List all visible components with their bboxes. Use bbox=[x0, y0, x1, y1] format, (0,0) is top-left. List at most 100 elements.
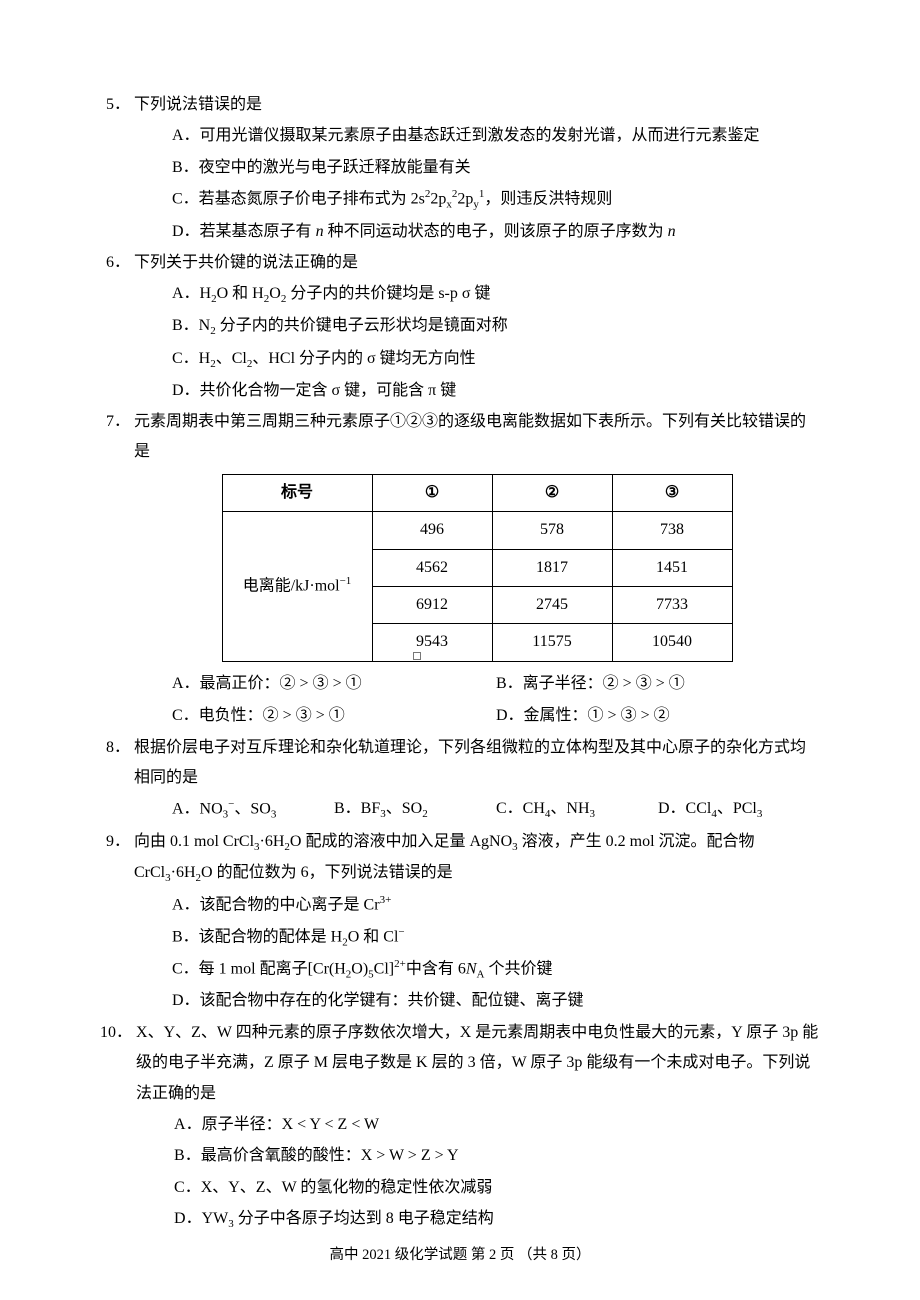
t: B．该配合物的配体是 H bbox=[172, 928, 342, 945]
cell: 496 bbox=[372, 512, 492, 549]
q10-num: 10． bbox=[100, 1018, 136, 1236]
page-footer: 高中 2021 级化学试题 第 2 页 （共 8 页） bbox=[0, 1242, 920, 1270]
cell: 7733 bbox=[612, 586, 732, 623]
sub: x bbox=[446, 199, 452, 211]
q9-stem: 向由 0.1 mol CrCl3·6H2O 配成的溶液中加入足量 AgNO3 溶… bbox=[134, 833, 755, 881]
th-2: ② bbox=[492, 474, 612, 511]
t: O) bbox=[351, 960, 368, 977]
t: 分子内的共价键均是 s-p σ 键 bbox=[286, 285, 490, 302]
cell: 4562 bbox=[372, 549, 492, 586]
cell: 2745 bbox=[492, 586, 612, 623]
q7-table: 标号 ① ② ③ 电离能/kJ·mol−1 496 578 738 4562 1… bbox=[222, 474, 733, 662]
sup: 3+ bbox=[380, 894, 392, 906]
sub: 3 bbox=[271, 809, 277, 821]
question-7: 7． 元素周期表中第三周期三种元素原子①②③的逐级电离能数据如下表所示。下列有关… bbox=[100, 407, 820, 733]
q8-num: 8． bbox=[100, 733, 134, 827]
cell: 1817 bbox=[492, 549, 612, 586]
t: 、HCl 分子内的 σ 键均无方向性 bbox=[252, 350, 475, 367]
t: C．CH bbox=[496, 800, 545, 817]
t: O 配成的溶液中加入足量 AgNO bbox=[290, 833, 512, 850]
q8-opt-c: C．CH4、NH3 bbox=[496, 794, 658, 825]
q5-c-post: ，则违反洪特规则 bbox=[484, 191, 612, 208]
sub: 2 bbox=[422, 808, 428, 820]
q9-opt-b: B．该配合物的配体是 H2O 和 Cl− bbox=[172, 922, 820, 953]
q8-opt-b: B．BF3、SO2 bbox=[334, 794, 496, 825]
cell: 10540 bbox=[612, 624, 732, 661]
t: C．H bbox=[172, 350, 210, 367]
th-3: ③ bbox=[612, 474, 732, 511]
cell: 11575 bbox=[492, 624, 612, 661]
cell: 9543 bbox=[372, 624, 492, 661]
question-9: 9． 向由 0.1 mol CrCl3·6H2O 配成的溶液中加入足量 AgNO… bbox=[100, 827, 820, 1018]
q10-opt-a: A．原子半径：X < Y < Z < W bbox=[174, 1110, 820, 1140]
sup: 2 bbox=[452, 188, 458, 200]
t: D．CCl bbox=[658, 800, 711, 817]
t: A．NO bbox=[172, 801, 223, 818]
t: B．BF bbox=[334, 800, 380, 817]
q7-opt-b: B．离子半径：② > ③ > ① bbox=[496, 669, 820, 699]
t: D．YW bbox=[174, 1210, 228, 1227]
q5-d-2: 种不同运动状态的电子，则该原子的原子序数为 bbox=[324, 223, 668, 240]
t: 向由 0.1 mol CrCl bbox=[134, 833, 254, 850]
t: 个共价键 bbox=[484, 960, 552, 977]
th-1: ① bbox=[372, 474, 492, 511]
q6-num: 6． bbox=[100, 248, 134, 407]
q5-stem: 下列说法错误的是 bbox=[134, 96, 262, 113]
sup: −1 bbox=[340, 575, 352, 587]
q5-num: 5． bbox=[100, 90, 134, 248]
q5-opt-d: D．若某基态原子有 n 种不同运动状态的电子，则该原子的原子序数为 n bbox=[172, 217, 820, 247]
q8-stem: 根据价层电子对互斥理论和杂化轨道理论，下列各组微粒的立体构型及其中心原子的杂化方… bbox=[134, 739, 806, 786]
cell: 738 bbox=[612, 512, 732, 549]
var-n: n bbox=[668, 223, 676, 240]
q6-opt-d: D．共价化合物一定含 σ 键，可能含 π 键 bbox=[172, 376, 820, 406]
t: O 和 Cl bbox=[348, 928, 399, 945]
cell: 6912 bbox=[372, 586, 492, 623]
row-label: 电离能/kJ·mol−1 bbox=[222, 512, 372, 662]
punch-mark bbox=[413, 652, 421, 660]
question-8: 8． 根据价层电子对互斥理论和杂化轨道理论，下列各组微粒的立体构型及其中心原子的… bbox=[100, 733, 820, 827]
t: O 和 H bbox=[217, 285, 264, 302]
q5-opt-a: A．可用光谱仪摄取某元素原子由基态跃迁到激发态的发射光谱，从而进行元素鉴定 bbox=[172, 121, 820, 151]
t: 、Cl bbox=[216, 350, 247, 367]
q7-opt-a: A．最高正价：② > ③ > ① bbox=[172, 669, 496, 699]
t: 、PCl bbox=[717, 800, 757, 817]
t: 中含有 6 bbox=[406, 960, 466, 977]
t: 、SO bbox=[386, 800, 422, 817]
t: ·6H bbox=[260, 833, 285, 850]
q10-opt-c: C．X、Y、Z、W 的氢化物的稳定性依次减弱 bbox=[174, 1173, 820, 1203]
sub: 3 bbox=[223, 809, 229, 821]
t: A．该配合物的中心离子是 Cr bbox=[172, 896, 380, 913]
t: Cl] bbox=[374, 960, 394, 977]
question-6: 6． 下列关于共价键的说法正确的是 A．H2O 和 H2O2 分子内的共价键均是… bbox=[100, 248, 820, 407]
t: 、SO bbox=[234, 801, 270, 818]
cell: 578 bbox=[492, 512, 612, 549]
q9-opt-c: C．每 1 mol 配离子[Cr(H2O)5Cl]2+中含有 6NA 个共价键 bbox=[172, 954, 820, 985]
q9-num: 9． bbox=[100, 827, 134, 1018]
var-n: n bbox=[316, 223, 324, 240]
q6-opt-c: C．H2、Cl2、HCl 分子内的 σ 键均无方向性 bbox=[172, 344, 820, 375]
q7-num: 7． bbox=[100, 407, 134, 733]
sub: y bbox=[473, 199, 479, 211]
sup: − bbox=[398, 926, 404, 938]
q7-opt-d: D．金属性：① > ③ > ② bbox=[496, 701, 820, 731]
sup: 2+ bbox=[394, 958, 406, 970]
q7-stem: 元素周期表中第三周期三种元素原子①②③的逐级电离能数据如下表所示。下列有关比较错… bbox=[134, 413, 806, 460]
sub: 3 bbox=[590, 808, 596, 820]
t: C．每 1 mol 配离子[Cr(H bbox=[172, 960, 346, 977]
th-label: 标号 bbox=[222, 474, 372, 511]
q6-opt-a: A．H2O 和 H2O2 分子内的共价键均是 s-p σ 键 bbox=[172, 279, 820, 310]
q10-opt-b: B．最高价含氧酸的酸性：X > W > Z > Y bbox=[174, 1141, 820, 1171]
q5-c-pre: C．若基态氮原子价电子排布式为 2s bbox=[172, 191, 425, 208]
q6-opt-b: B．N2 分子内的共价键电子云形状均是镜面对称 bbox=[172, 311, 820, 342]
q5-opt-b: B．夜空中的激光与电子跃迁释放能量有关 bbox=[172, 153, 820, 183]
question-10: 10． X、Y、Z、W 四种元素的原子序数依次增大，X 是元素周期表中电负性最大… bbox=[100, 1018, 820, 1236]
t: 电离能/kJ·mol bbox=[243, 577, 340, 594]
t: 分子中各原子均达到 8 电子稳定结构 bbox=[234, 1210, 494, 1227]
t: B．N bbox=[172, 317, 210, 334]
avogadro: N bbox=[466, 960, 477, 977]
q10-opt-d: D．YW3 分子中各原子均达到 8 电子稳定结构 bbox=[174, 1204, 820, 1235]
sup: 2 bbox=[425, 188, 431, 200]
t: O bbox=[269, 285, 281, 302]
q9-opt-a: A．该配合物的中心离子是 Cr3+ bbox=[172, 890, 820, 921]
q8-opt-a: A．NO3−、SO3 bbox=[172, 794, 334, 825]
